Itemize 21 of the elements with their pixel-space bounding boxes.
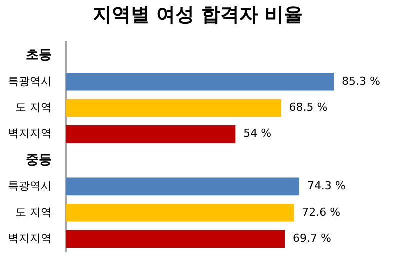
bar — [66, 72, 334, 91]
y-tick-label: 특광역시 — [8, 180, 52, 193]
y-tick-label: 도 지역 — [16, 206, 52, 219]
chart-title: 지역별 여성 합격자 비율 — [92, 3, 304, 28]
bar — [66, 99, 282, 118]
data-label: 85.3 % — [342, 74, 380, 88]
data-label: 54 % — [244, 127, 272, 140]
bar — [66, 204, 294, 222]
y-tick-label: 중등 — [26, 152, 52, 168]
y-tick-label: 벽지지역 — [8, 232, 52, 245]
data-label: 69.7 % — [292, 232, 332, 245]
bar — [66, 125, 236, 144]
y-tick-label: 도 지역 — [16, 100, 52, 114]
bar — [66, 230, 285, 248]
data-label: 72.6 % — [302, 206, 341, 219]
data-label: 74.3 % — [307, 180, 346, 193]
y-tick-label: 초등 — [26, 48, 52, 64]
data-label: 68.5 % — [289, 100, 328, 114]
y-tick-label: 특광역시 — [8, 74, 52, 88]
y-tick-label: 벽지지역 — [8, 127, 52, 140]
bar — [66, 178, 300, 196]
